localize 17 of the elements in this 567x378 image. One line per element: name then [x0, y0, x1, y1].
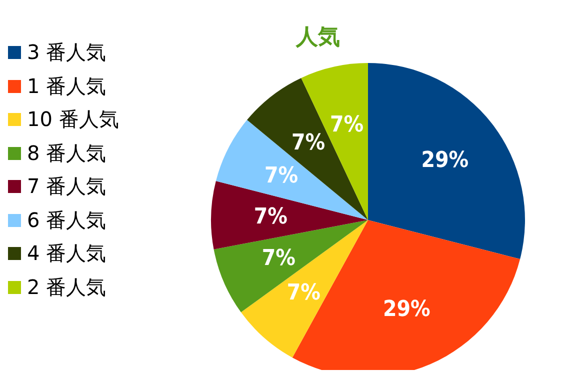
- data-label: 7%: [262, 246, 296, 272]
- chart-title: 人気: [294, 24, 341, 52]
- legend-label: 8 番人気: [27, 140, 106, 166]
- data-label: 7%: [254, 204, 288, 230]
- data-label: 29%: [421, 148, 469, 173]
- legend-label: 1 番人気: [27, 72, 106, 100]
- legend-label: 2 番人気: [27, 274, 106, 300]
- data-label: 7%: [292, 130, 326, 156]
- legend-label: 10 番人気: [27, 106, 119, 133]
- legend-label: 3 番人気: [27, 39, 106, 66]
- data-label: 29%: [382, 296, 431, 322]
- legend-label: 6 番人気: [27, 206, 106, 234]
- data-label: 7%: [264, 163, 298, 188]
- legend-label: 4 番人気: [27, 240, 106, 267]
- data-label: 7%: [286, 280, 321, 306]
- legend-label: 7 番人気: [27, 173, 106, 200]
- data-label: 7%: [330, 112, 364, 138]
